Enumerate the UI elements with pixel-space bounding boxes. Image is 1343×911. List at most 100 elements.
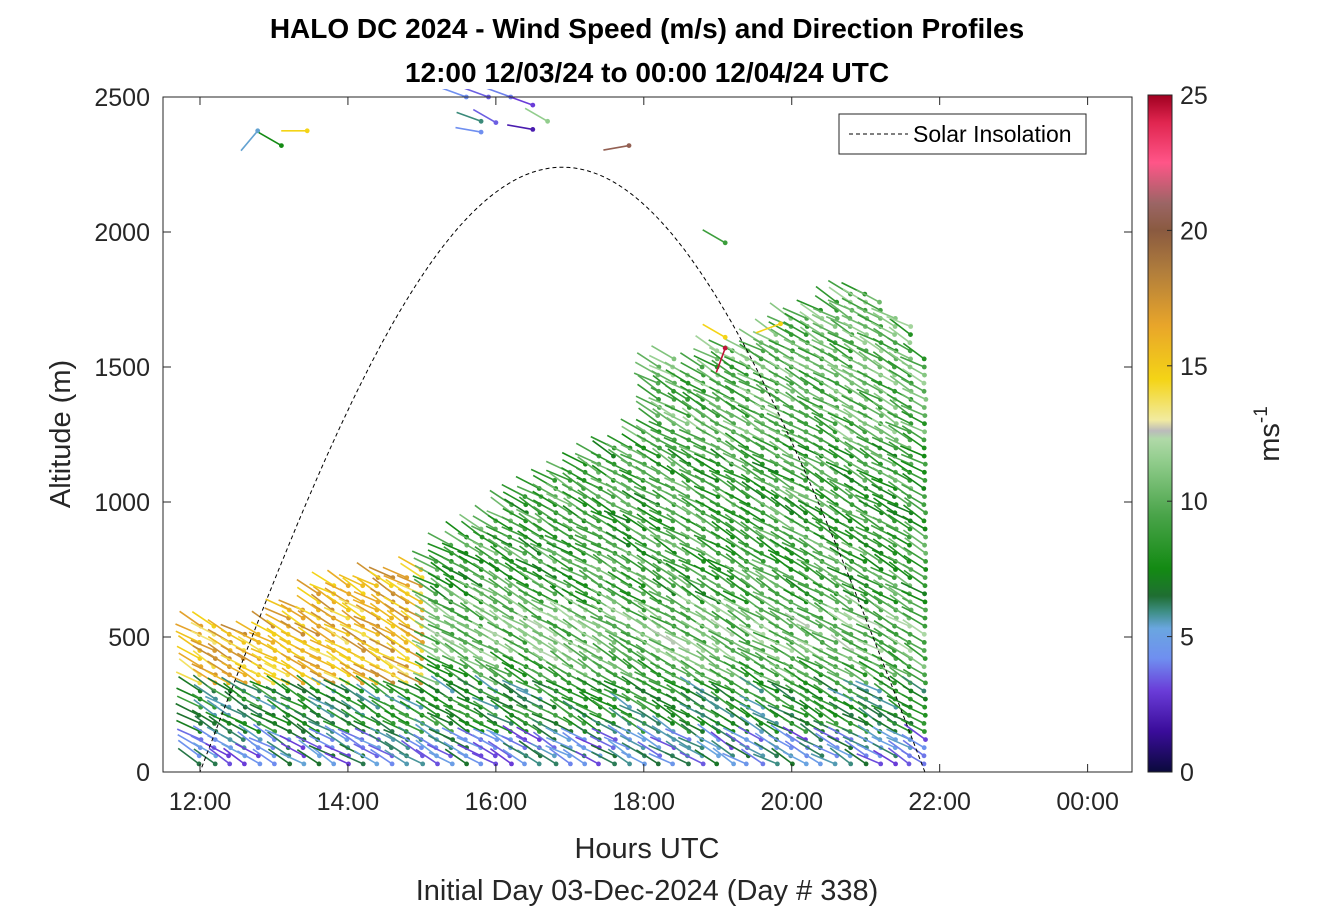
wind-barb	[751, 461, 777, 474]
wind-barb	[680, 472, 703, 490]
wind-barb	[828, 701, 852, 716]
wind-barb	[783, 652, 807, 668]
wind-barb	[620, 481, 644, 498]
wind-barb	[680, 531, 704, 546]
wind-barb	[386, 642, 408, 660]
wind-barb	[887, 747, 910, 765]
wind-barb	[339, 752, 364, 765]
wind-barb-dot	[552, 753, 557, 759]
wind-barb-dot	[226, 753, 232, 759]
wind-barb	[281, 667, 304, 684]
wind-barb	[769, 440, 792, 457]
wind-barb	[888, 441, 911, 457]
wind-barb	[561, 467, 585, 482]
wind-barb-dot	[256, 729, 262, 734]
wind-barb-dot	[582, 761, 588, 767]
wind-barb	[664, 662, 689, 676]
colorbar-label: ms	[1254, 423, 1286, 462]
wind-barb-dot	[922, 494, 927, 499]
wind-barb-dot	[731, 761, 736, 767]
wind-barb-dot	[509, 761, 514, 767]
wind-barb	[782, 307, 808, 320]
wind-barb	[592, 440, 614, 457]
wind-barb	[326, 569, 349, 587]
wind-barb	[396, 574, 422, 587]
wind-barb	[489, 609, 511, 627]
wind-barb-dot	[759, 729, 764, 734]
wind-barb	[607, 748, 631, 765]
wind-barb	[826, 477, 852, 490]
x-tick-label: 22:00	[908, 788, 971, 816]
wind-barb	[294, 710, 318, 725]
wind-barb	[841, 297, 866, 312]
wind-barb	[296, 578, 320, 595]
wind-barb	[708, 680, 734, 692]
wind-barb	[899, 356, 925, 368]
wind-barb	[563, 579, 587, 595]
wind-barb-dot	[331, 761, 337, 767]
wind-barb	[766, 679, 792, 692]
wind-barb	[562, 731, 585, 749]
wind-barb-dot	[789, 648, 795, 653]
wind-barb	[504, 562, 527, 579]
wind-barb	[530, 468, 556, 482]
wind-barb	[679, 459, 703, 474]
wind-barb	[338, 653, 363, 668]
wind-barb	[830, 634, 853, 652]
wind-barb	[693, 604, 718, 619]
wind-barb	[753, 694, 778, 708]
wind-barb-dot	[864, 494, 869, 499]
wind-barb	[309, 583, 335, 595]
wind-barb	[605, 620, 629, 635]
wind-barb	[532, 635, 556, 652]
wind-barb	[575, 506, 600, 522]
wind-barb-dot	[242, 761, 247, 767]
wind-barb-dot	[922, 656, 928, 661]
wind-barb	[309, 663, 335, 676]
wind-barb	[901, 425, 925, 441]
wind-barb	[574, 534, 600, 546]
wind-barb	[796, 299, 821, 312]
wind-barb-dot	[359, 688, 365, 694]
wind-barb	[207, 677, 231, 692]
wind-barb	[887, 635, 911, 652]
wind-barb	[857, 580, 881, 595]
wind-barb	[592, 514, 616, 530]
wind-barb	[813, 700, 836, 716]
wind-barb	[786, 617, 808, 635]
wind-barb-dot	[257, 761, 263, 767]
wind-barb	[457, 686, 482, 700]
wind-barb	[901, 605, 926, 619]
wind-barb	[855, 623, 881, 636]
wind-barb	[711, 739, 734, 757]
wind-barb	[711, 569, 733, 587]
wind-barb	[888, 644, 912, 660]
wind-barb	[711, 520, 734, 538]
wind-barb	[620, 686, 645, 700]
wind-barb	[633, 372, 659, 384]
wind-barb	[442, 614, 468, 627]
wind-barb	[414, 593, 437, 611]
wind-barb-dot	[641, 591, 646, 597]
wind-barb	[798, 363, 823, 376]
wind-barb	[413, 578, 437, 595]
wind-barb	[741, 481, 764, 498]
wind-barb	[652, 408, 675, 425]
wind-barb	[695, 621, 720, 636]
wind-barb	[634, 671, 659, 684]
wind-barb	[666, 416, 689, 433]
wind-barb	[781, 630, 807, 644]
wind-barb	[294, 622, 319, 636]
wind-barb	[400, 562, 423, 579]
wind-barb	[739, 743, 764, 757]
wind-barb	[887, 337, 911, 352]
wind-barb-dot	[834, 372, 839, 378]
wind-barb	[620, 459, 644, 473]
wind-barb	[577, 604, 601, 619]
wind-barb	[237, 701, 261, 716]
wind-barb	[843, 718, 868, 733]
wind-barb-dot	[833, 640, 839, 645]
wind-barb	[693, 468, 718, 482]
wind-barb	[607, 724, 631, 741]
wind-barb	[650, 428, 675, 441]
